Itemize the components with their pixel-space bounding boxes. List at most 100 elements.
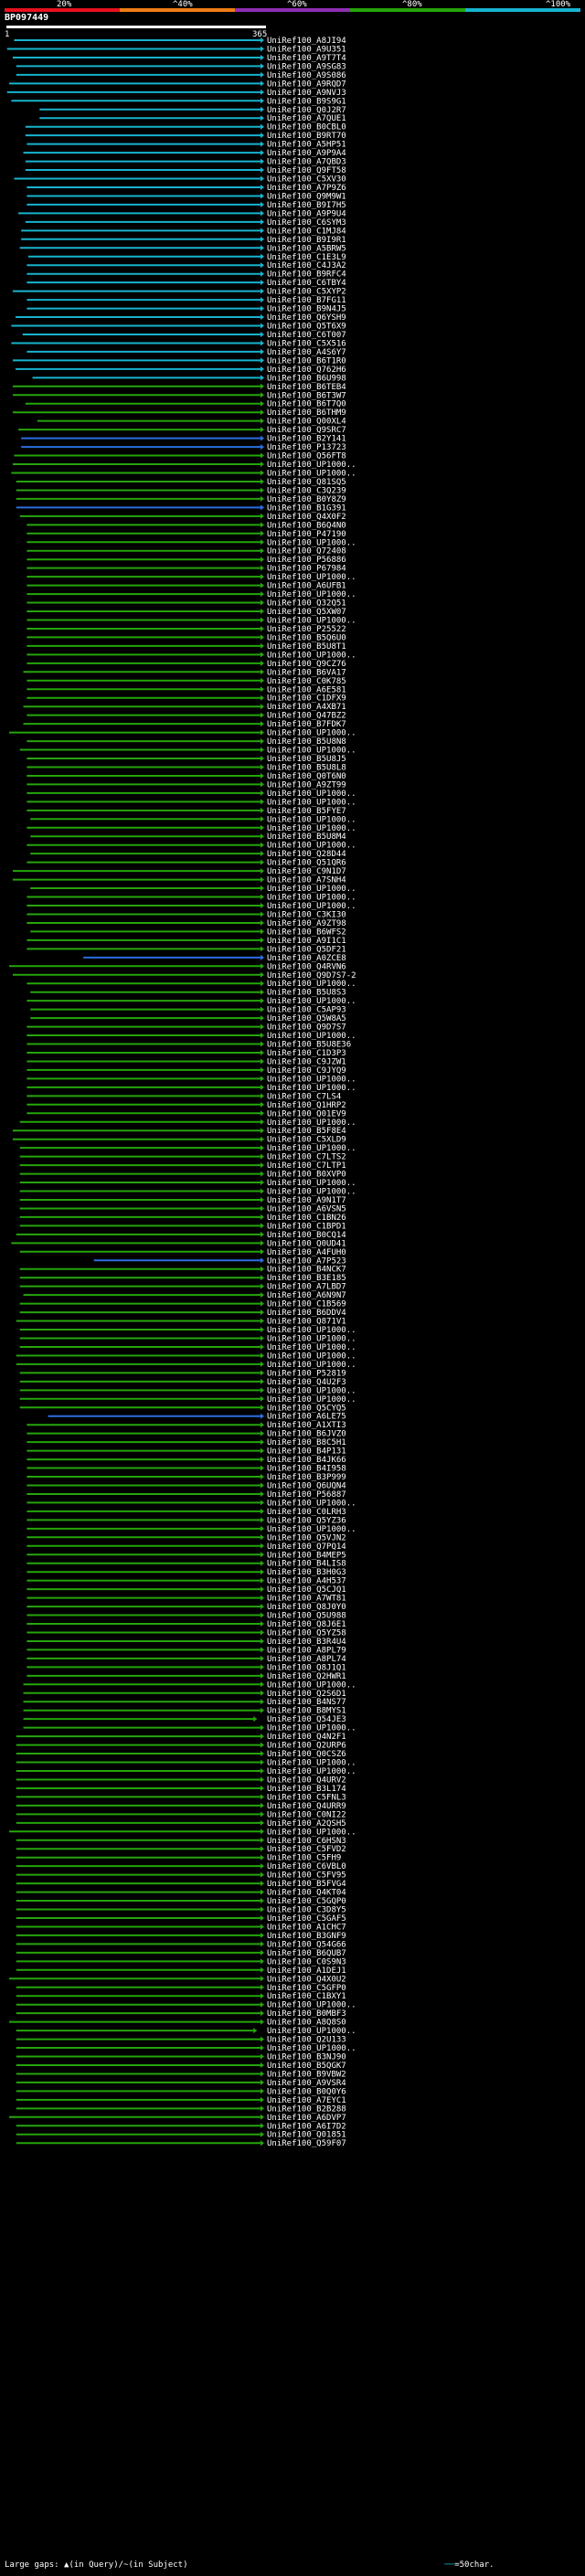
hit-label[interactable]: UniRef100_Q9FT58 [267,166,346,175]
hit-label[interactable]: UniRef100_UP1000.. [267,1343,356,1352]
hit-label[interactable]: UniRef100_P47190 [267,530,346,539]
hit-label[interactable]: UniRef100_A8PL74 [267,1655,346,1664]
hit-label[interactable]: UniRef100_UP1000.. [267,590,356,599]
hit-label[interactable]: UniRef100_C6T007 [267,331,346,340]
hit-label[interactable]: UniRef100_B6THM9 [267,408,346,418]
hit-label[interactable]: UniRef100_Q5T6X9 [267,323,346,332]
hit-label[interactable]: UniRef100_A9I1C1 [267,937,346,946]
hit-label[interactable]: UniRef100_C1B569 [267,1300,346,1309]
hit-label[interactable]: UniRef100_C5FV95 [267,1871,346,1881]
hit-label[interactable]: UniRef100_C1BPD1 [267,1222,346,1231]
hit-label[interactable]: UniRef100_A9P9U4 [267,209,346,218]
hit-label[interactable]: UniRef100_Q5W8A5 [267,1014,346,1023]
hit-label[interactable]: UniRef100_B6Q4N0 [267,521,346,530]
hit-label[interactable]: UniRef100_Q47BZ2 [267,712,346,721]
hit-label[interactable]: UniRef100_Q5YZ58 [267,1628,346,1638]
hit-label[interactable]: UniRef100_B9I7H5 [267,201,346,210]
hit-label[interactable]: UniRef100_Q7PQ14 [267,1542,346,1552]
hit-label[interactable]: UniRef100_UP1000.. [267,1084,356,1093]
hit-label[interactable]: UniRef100_B4NCK7 [267,1266,346,1275]
hit-label[interactable]: UniRef100_UP1000.. [267,538,356,547]
hit-label[interactable]: UniRef100_B4P131 [267,1447,346,1457]
hit-label[interactable]: UniRef100_A8JI94 [267,37,346,46]
hit-label[interactable]: UniRef100_B4NS77 [267,1698,346,1707]
hit-label[interactable]: UniRef100_UP1000.. [267,815,356,824]
hit-label[interactable]: UniRef100_Q9CZ76 [267,660,346,669]
hit-label[interactable]: UniRef100_Q4URV2 [267,1776,346,1785]
hit-label[interactable]: UniRef100_B6T1R0 [267,356,346,366]
hit-label[interactable]: UniRef100_Q0J2R7 [267,106,346,115]
hit-label[interactable]: UniRef100_UP1000.. [267,997,356,1006]
hit-label[interactable]: UniRef100_B4I958 [267,1465,346,1474]
hit-label[interactable]: UniRef100_Q871V1 [267,1318,346,1327]
hit-label[interactable]: UniRef100_B9RFC4 [267,270,346,280]
hit-label[interactable]: UniRef100_UP1000.. [267,2027,356,2036]
hit-label[interactable]: UniRef100_A6LE75 [267,1413,346,1422]
hit-label[interactable]: UniRef100_C3KI30 [267,910,346,919]
hit-label[interactable]: UniRef100_Q1HRP2 [267,1101,346,1110]
hit-label[interactable]: UniRef100_Q2U133 [267,2036,346,2045]
hit-label[interactable]: UniRef100_C6VBL0 [267,1862,346,1871]
hit-label[interactable]: UniRef100_C6SYM3 [267,218,346,228]
hit-label[interactable]: UniRef100_A7P523 [267,1256,346,1266]
hit-label[interactable]: UniRef100_B4LIS8 [267,1560,346,1569]
hit-label[interactable]: UniRef100_C7LS4 [267,1092,341,1101]
hit-label[interactable]: UniRef100_A9VSR4 [267,2079,346,2088]
hit-label[interactable]: UniRef100_UP1000.. [267,1335,356,1344]
hit-label[interactable]: UniRef100_A4H537 [267,1577,346,1586]
hit-label[interactable]: UniRef100_C3Q239 [267,486,346,495]
hit-label[interactable]: UniRef100_UP1000.. [267,1118,356,1128]
hit-label[interactable]: UniRef100_C9JZW1 [267,1057,346,1066]
hit-label[interactable]: UniRef100_A9ZT99 [267,780,346,790]
hit-label[interactable]: UniRef100_Q81SQ5 [267,478,346,487]
hit-label[interactable]: UniRef100_Q5VJN2 [267,1533,346,1542]
hit-label[interactable]: UniRef100_Q5XW07 [267,608,346,617]
hit-label[interactable]: UniRef100_C0LRH3 [267,1508,346,1517]
hit-label[interactable]: UniRef100_UP1000.. [267,1759,356,1768]
hit-label[interactable]: UniRef100_C6HSN3 [267,1837,346,1846]
hit-label[interactable]: UniRef100_A9T7T4 [267,54,346,63]
hit-label[interactable]: UniRef100_Q59F07 [267,2139,346,2148]
hit-label[interactable]: UniRef100_Q9M9W1 [267,192,346,201]
hit-label[interactable]: UniRef100_Q4X0U2 [267,1975,346,1984]
hit-label[interactable]: UniRef100_Q5CJQ1 [267,1585,346,1595]
hit-label[interactable]: UniRef100_B9S9G1 [267,97,346,106]
hit-label[interactable]: UniRef100_B9I9R1 [267,236,346,245]
hit-label[interactable]: UniRef100_Q01EV9 [267,1109,346,1118]
hit-label[interactable]: UniRef100_C1D3P3 [267,1049,346,1058]
hit-label[interactable]: UniRef100_UP1000.. [267,1499,356,1508]
hit-label[interactable]: UniRef100_Q0UD41 [267,1239,346,1248]
hit-label[interactable]: UniRef100_A6E581 [267,685,346,694]
hit-label[interactable]: UniRef100_UP1000.. [267,1724,356,1733]
hit-label[interactable]: UniRef100_B3E185 [267,1274,346,1283]
hit-label[interactable]: UniRef100_UP1000.. [267,1179,356,1188]
hit-label[interactable]: UniRef100_B6T7Q0 [267,400,346,409]
hit-label[interactable]: UniRef100_B5F8E4 [267,1127,346,1136]
hit-label[interactable]: UniRef100_UP1000.. [267,1144,356,1153]
hit-label[interactable]: UniRef100_A1XTI3 [267,1421,346,1430]
hit-label[interactable]: UniRef100_P52819 [267,1369,346,1378]
hit-label[interactable]: UniRef100_Q4RVN6 [267,962,346,971]
hit-label[interactable]: UniRef100_C1BN26 [267,1214,346,1223]
hit-label[interactable]: UniRef100_A7SNH4 [267,876,346,885]
hit-label[interactable]: UniRef100_Q0T6N0 [267,772,346,781]
hit-label[interactable]: UniRef100_B4JK66 [267,1456,346,1465]
hit-label[interactable]: UniRef100_B8C5H1 [267,1438,346,1447]
hit-label[interactable]: UniRef100_Q72408 [267,547,346,557]
hit-label[interactable]: UniRef100_B5U8N8 [267,737,346,747]
hit-label[interactable]: UniRef100_C5AP93 [267,1006,346,1015]
hit-label[interactable]: UniRef100_B6T3W7 [267,391,346,400]
hit-label[interactable]: UniRef100_UP1000.. [267,1386,356,1395]
hit-label[interactable]: UniRef100_UP1000.. [267,1828,356,1837]
hit-label[interactable]: UniRef100_B7FDK7 [267,720,346,729]
hit-label[interactable]: UniRef100_B5U8L8 [267,763,346,772]
hit-label[interactable]: UniRef100_C1DFX9 [267,694,346,704]
hit-label[interactable]: UniRef100_C5GQP0 [267,1897,346,1906]
hit-label[interactable]: UniRef100_UP1000.. [267,790,356,799]
hit-label[interactable]: UniRef100_C5FNL3 [267,1793,346,1802]
hit-label[interactable]: UniRef100_A9S086 [267,71,346,80]
hit-label[interactable]: UniRef100_Q5CYQ5 [267,1404,346,1413]
hit-label[interactable]: UniRef100_Q9SRC7 [267,426,346,435]
hit-label[interactable]: UniRef100_B3GNF9 [267,1932,346,1941]
hit-label[interactable]: UniRef100_B5U8J5 [267,755,346,764]
